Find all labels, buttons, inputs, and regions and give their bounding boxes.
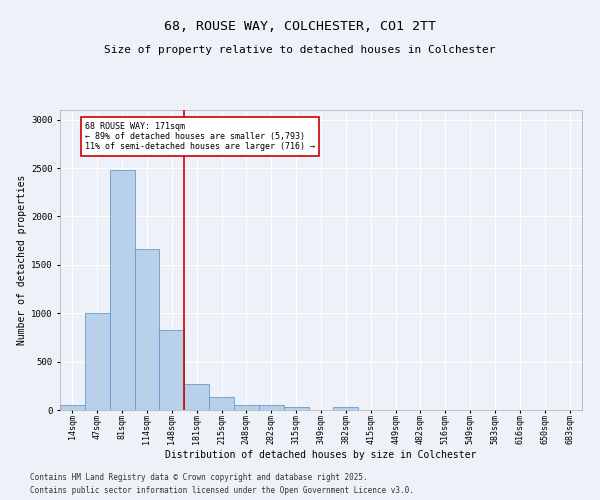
Bar [160,330,184,410]
X-axis label: Distribution of detached houses by size in Colchester: Distribution of detached houses by size … [166,450,476,460]
Bar [184,384,209,410]
Text: 68 ROUSE WAY: 171sqm
← 89% of detached houses are smaller (5,793)
11% of semi-de: 68 ROUSE WAY: 171sqm ← 89% of detached h… [85,122,315,152]
Text: Size of property relative to detached houses in Colchester: Size of property relative to detached ho… [104,45,496,55]
Text: Contains HM Land Registry data © Crown copyright and database right 2025.: Contains HM Land Registry data © Crown c… [30,474,368,482]
Bar [209,398,234,410]
Bar [60,405,85,410]
Text: 68, ROUSE WAY, COLCHESTER, CO1 2TT: 68, ROUSE WAY, COLCHESTER, CO1 2TT [164,20,436,33]
Y-axis label: Number of detached properties: Number of detached properties [17,175,26,345]
Bar [334,406,358,410]
Bar [259,404,284,410]
Bar [284,406,308,410]
Bar [234,404,259,410]
Bar [85,313,110,410]
Bar [110,170,134,410]
Bar [134,250,160,410]
Text: Contains public sector information licensed under the Open Government Licence v3: Contains public sector information licen… [30,486,414,495]
